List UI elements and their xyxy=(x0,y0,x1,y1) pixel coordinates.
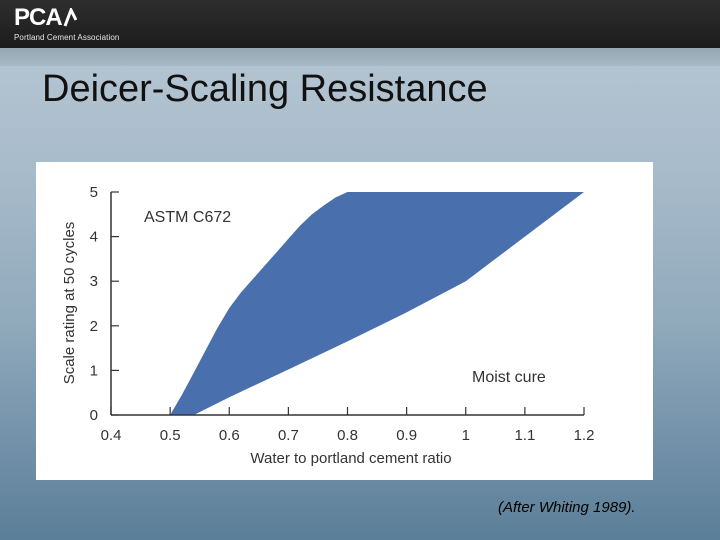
x-axis-title: Water to portland cement ratio xyxy=(250,450,451,467)
header-bar: PCA Portland Cement Association xyxy=(0,0,720,48)
header-stripe xyxy=(0,48,720,66)
x-tick-label: 1 xyxy=(462,427,470,444)
slide-title: Deicer-Scaling Resistance xyxy=(42,68,488,110)
scale-rating-chart: 0.4 0.5 0.6 0.7 0.8 0.9 1 1.1 1.2 0 1 2 3 4 5 Water to … xyxy=(61,184,595,467)
logo-subtitle: Portland Cement Association xyxy=(14,33,120,42)
chart-figure: 0.4 0.5 0.6 0.7 0.8 0.9 1 1.1 1.2 0 1 2 3 4 5 Water to … xyxy=(36,162,653,480)
x-tick-label: 0.4 xyxy=(101,427,122,444)
y-tick-label: 4 xyxy=(90,229,98,246)
y-axis-title: Scale rating at 50 cycles xyxy=(61,222,78,385)
scale-band-area xyxy=(170,192,584,415)
y-tick-label: 3 xyxy=(90,273,98,290)
figure-caption: (After Whiting 1989). xyxy=(498,499,636,516)
x-tick-label: 0.9 xyxy=(396,427,417,444)
x-tick-label: 0.8 xyxy=(337,427,358,444)
pca-logo: PCA Portland Cement Association xyxy=(14,4,119,43)
y-tick-label: 1 xyxy=(90,362,98,379)
x-tick-label: 1.2 xyxy=(574,427,595,444)
logo-mark: PCA xyxy=(14,4,119,32)
annotation-moist-cure: Moist cure xyxy=(472,369,546,386)
logo-text: PCA xyxy=(14,4,63,31)
annotation-astm: ASTM C672 xyxy=(144,209,231,226)
x-tick-label: 0.7 xyxy=(278,427,299,444)
x-tick-label: 0.6 xyxy=(219,427,240,444)
y-tick-label: 5 xyxy=(90,184,98,201)
y-tick-label: 2 xyxy=(90,318,98,335)
x-tick-label: 1.1 xyxy=(514,427,535,444)
x-tick-label: 0.5 xyxy=(160,427,181,444)
y-tick-label: 0 xyxy=(90,407,98,424)
logo-swoosh-icon xyxy=(63,8,77,27)
